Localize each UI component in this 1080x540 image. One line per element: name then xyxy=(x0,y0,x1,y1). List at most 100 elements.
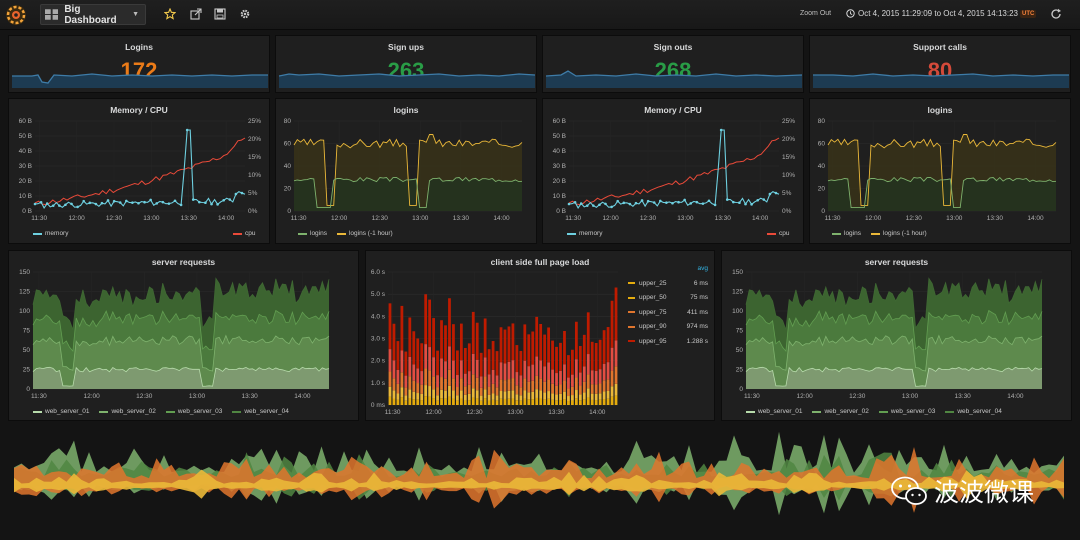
page-load-bar-segment xyxy=(531,391,535,400)
legend-item-cpu[interactable]: cpu xyxy=(233,230,255,237)
page-load-bar-segment xyxy=(392,323,396,361)
legend-item-web-server-03[interactable]: web_server_03 xyxy=(165,408,222,415)
page-load-bar-segment xyxy=(519,375,523,388)
legend-item-web-server-01[interactable]: web_server_01 xyxy=(33,408,89,415)
y-axis-tick-label: 40 xyxy=(818,163,826,170)
page-load-bar-segment xyxy=(610,370,614,387)
time-range-picker[interactable]: Oct 4, 2015 11:29:09 to Oct 4, 2015 14:1… xyxy=(846,9,1018,18)
page-load-bar-segment xyxy=(594,384,598,394)
grafana-logo-icon[interactable] xyxy=(5,4,27,26)
stat-panel-signouts[interactable]: Sign outs 268 xyxy=(542,35,804,93)
page-load-bar-segment xyxy=(539,390,543,399)
legend-item-web-server-02[interactable]: web_server_02 xyxy=(99,408,156,415)
legend-item-web-server-01[interactable]: web_server_01 xyxy=(746,408,802,415)
graph-panel-server-requests-2[interactable]: server requests 150 125 100 75 50 25 0 11:30 12:… xyxy=(721,250,1072,421)
share-icon[interactable] xyxy=(190,8,202,20)
x-axis-tick-label: 12:00 xyxy=(865,215,882,222)
legend-item-logins[interactable]: logins xyxy=(832,230,861,237)
page-load-bar-segment xyxy=(590,399,594,405)
page-load-bar-segment xyxy=(463,373,467,387)
server-area-1 xyxy=(33,367,329,389)
page-load-bar-segment xyxy=(523,378,527,391)
legend-item-memory[interactable]: memory xyxy=(33,230,68,237)
graph-panel-server-requests[interactable]: server requests 150 125 100 75 50 25 0 11:30 12:… xyxy=(8,250,359,421)
memory-point xyxy=(155,202,159,205)
memory-point xyxy=(240,191,244,195)
page-load-bar-segment xyxy=(436,387,439,396)
page-load-bar-segment xyxy=(527,366,531,382)
page-load-bar-segment xyxy=(424,294,428,345)
page-load-bar-segment xyxy=(503,363,507,381)
graph-panel-logins[interactable]: logins 80 60 40 20 0 11:30 12:00 12:30 13:00 13:3… xyxy=(275,98,537,244)
page-load-bar-segment xyxy=(495,400,499,405)
graph-panel-logins-2[interactable]: logins 80 60 40 20 0 11:30 12:00 12:30 13:00 13:3… xyxy=(809,98,1071,244)
page-load-bar-segment xyxy=(396,341,400,370)
legend-item-web-server-04[interactable]: web_server_04 xyxy=(945,408,1002,415)
legend-avg-header[interactable]: avg xyxy=(697,265,708,272)
graph-panel-memory-cpu[interactable]: Memory / CPU 60 B 50 B 40 B 30 B 20 B 10 B 0 B… xyxy=(8,98,270,244)
stat-panel-support-calls[interactable]: Support calls 80 xyxy=(809,35,1071,93)
legend-item-upper-25[interactable]: upper_25 6 ms xyxy=(628,276,708,291)
page-load-bar-segment xyxy=(594,393,598,401)
zoom-out-button[interactable]: Zoom Out xyxy=(800,10,832,17)
logins-series-line xyxy=(827,176,1057,209)
stat-panel-signups[interactable]: Sign ups 263 xyxy=(275,35,537,93)
graph-panel-client-page-load[interactable]: client side full page load 6.0 s 5.0 s 4.0… xyxy=(365,250,715,421)
y-axis-tick-label: 2.0 s xyxy=(371,358,386,365)
legend-item-upper-50[interactable]: upper_50 75 ms xyxy=(628,291,708,306)
dashboard-picker-button[interactable]: Big Dashboard ▼ xyxy=(40,4,146,26)
legend-item-logins-prev[interactable]: logins (-1 hour) xyxy=(870,230,927,237)
page-load-bar-segment xyxy=(543,334,547,367)
stat-panel-logins[interactable]: Logins 172 xyxy=(8,35,270,93)
legend-item-logins-prev[interactable]: logins (-1 hour) xyxy=(336,230,393,237)
page-load-bar-segment xyxy=(388,349,392,372)
x-axis-tick-label: 13:00 xyxy=(677,215,694,222)
page-load-bar-segment xyxy=(416,368,420,384)
caret-down-icon: ▼ xyxy=(132,11,139,18)
memory-point xyxy=(579,202,583,205)
legend-item-cpu[interactable]: cpu xyxy=(767,230,789,237)
page-load-bar-segment xyxy=(519,395,523,401)
panel-title: Sign outs xyxy=(653,42,693,52)
legend-item-upper-75[interactable]: upper_75 411 ms xyxy=(628,305,708,320)
refresh-icon[interactable] xyxy=(1050,8,1062,20)
x-axis-tick-label: 11:30 xyxy=(291,215,307,222)
save-icon[interactable] xyxy=(214,8,226,20)
server-series-line-4 xyxy=(745,277,1043,330)
page-load-bar-segment xyxy=(436,395,439,401)
legend-item-web-server-03[interactable]: web_server_03 xyxy=(878,408,935,415)
y-axis-tick-label: 40 B xyxy=(19,148,32,155)
page-load-bar-segment xyxy=(471,388,475,398)
legend-item-upper-90[interactable]: upper_90 974 ms xyxy=(628,320,708,335)
memory-point xyxy=(149,198,152,202)
legend-item-upper-95[interactable]: upper_95 1.288 s xyxy=(628,334,708,349)
page-load-bar-segment xyxy=(555,385,558,395)
settings-gear-icon[interactable] xyxy=(239,8,251,20)
page-load-bar-segment xyxy=(515,400,519,405)
memory-point xyxy=(125,199,128,203)
x-axis-tick-label: 11:30 xyxy=(31,393,47,400)
legend-item-memory[interactable]: memory xyxy=(567,230,602,237)
x-axis-tick-label: 13:00 xyxy=(946,215,963,222)
memory-point xyxy=(604,202,607,206)
legend-item-web-server-04[interactable]: web_server_04 xyxy=(232,408,289,415)
panel-title: server requests xyxy=(151,257,216,267)
page-load-bar-segment xyxy=(507,390,511,399)
page-load-bar-segment xyxy=(610,396,614,405)
page-load-bar-segment xyxy=(586,388,590,398)
page-load-bar-segment xyxy=(424,396,428,405)
page-load-bar-segment xyxy=(388,371,392,387)
star-icon[interactable] xyxy=(164,8,176,20)
graph-panel-memory-cpu-2[interactable]: Memory / CPU 60 B 50 B 40 B 30 B 20 B 10 B 0 B… xyxy=(542,98,804,244)
memory-point xyxy=(198,200,201,204)
page-load-bar-segment xyxy=(475,390,479,399)
watermark-text: 波波微课 xyxy=(934,478,1035,507)
page-load-bar-segment xyxy=(491,399,495,405)
page-load-bar-segment xyxy=(598,393,602,400)
legend-item-web-server-02[interactable]: web_server_02 xyxy=(812,408,869,415)
sparkline xyxy=(813,73,1069,88)
page-load-bar-segment xyxy=(404,400,408,405)
page-load-bar-segment xyxy=(412,364,416,381)
memory-point xyxy=(671,201,674,205)
legend-item-logins[interactable]: logins xyxy=(298,230,327,237)
